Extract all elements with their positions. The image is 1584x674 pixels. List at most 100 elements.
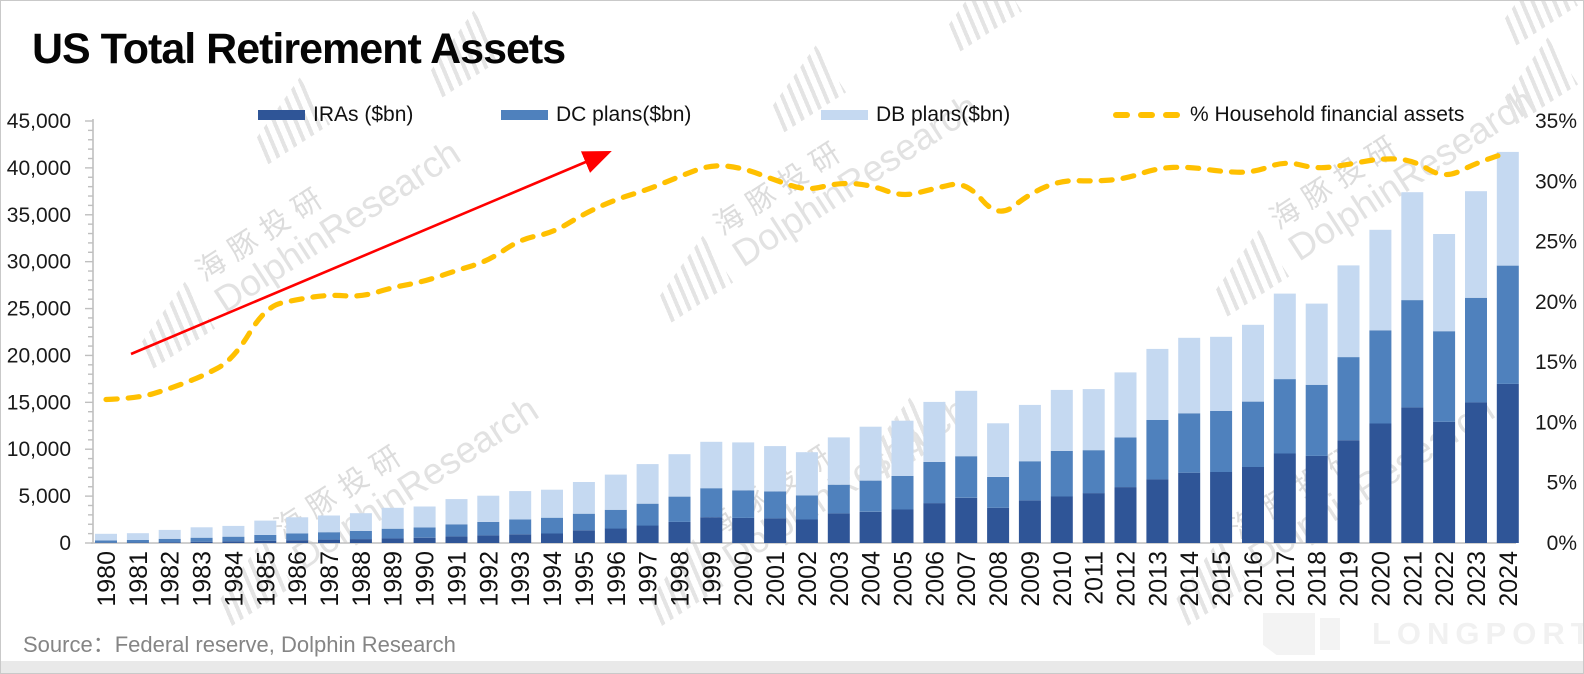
bar-segment-db <box>1082 389 1105 451</box>
x-axis-year-label: 2005 <box>890 551 918 607</box>
x-axis-year-label: 2019 <box>1336 551 1364 607</box>
y-axis-right-tick: 20% <box>1535 291 1577 314</box>
bar-segment-dc <box>636 503 659 526</box>
longport-logo: LONGPORT <box>1263 613 1583 655</box>
x-axis-year-label: 2023 <box>1463 551 1491 607</box>
bar-segment-ira <box>1082 493 1105 543</box>
legend-swatch-iras <box>258 110 305 120</box>
bar-segment-dc <box>1305 384 1328 456</box>
x-axis-year-label: 2011 <box>1081 551 1109 605</box>
bar-segment-dc <box>541 517 563 534</box>
bar-segment-ira <box>381 538 404 543</box>
bar-segment-ira <box>1018 500 1041 543</box>
legend-item-db-plans: DB plans($bn) <box>821 101 1010 129</box>
longport-logo-icon <box>1263 613 1315 655</box>
x-axis-year-label: 1984 <box>220 551 248 607</box>
y-axis-left-tick: 5,000 <box>18 485 71 508</box>
bar-segment-db <box>477 495 500 522</box>
bar-segment-dc <box>158 538 181 543</box>
bar-segment-dc <box>1178 413 1201 473</box>
y-axis-left-tick: 35,000 <box>7 204 71 227</box>
y-axis-left-labels: 0 5,000 10,000 15,000 20,000 25,000 30,000 35,0… <box>7 110 71 555</box>
bar-segment-db <box>604 474 627 510</box>
x-axis-year-label: 2024 <box>1495 551 1523 607</box>
bar-segment-dc <box>254 534 277 541</box>
x-axis-year-label: 1986 <box>284 551 312 607</box>
bar-segment-db <box>1401 192 1424 301</box>
bar-segment-dc <box>987 477 1010 508</box>
x-axis-year-label: 1992 <box>475 551 503 607</box>
x-axis-year-label: 2013 <box>1144 551 1172 607</box>
bar-segment-db <box>859 426 882 481</box>
bar-segment-dc <box>1496 265 1519 384</box>
y-axis-right-tick: 35% <box>1535 110 1577 133</box>
bar-segment-db <box>286 517 309 534</box>
x-axis-year-label: 2022 <box>1431 551 1459 607</box>
y-axis-left-tick: 0 <box>59 532 71 555</box>
bar-segment-db <box>1114 372 1137 438</box>
bar-segment-ira <box>1305 455 1328 543</box>
x-axis-year-label: 2003 <box>826 551 854 607</box>
legend-label-iras: IRAs ($bn) <box>313 103 414 126</box>
bar-segment-ira <box>572 530 595 543</box>
bar-segment-db <box>1146 348 1169 420</box>
bar-segment-ira <box>923 503 946 543</box>
bar-segment-dc <box>827 484 850 514</box>
bar-segment-ira <box>254 540 277 543</box>
x-axis-year-label: 1983 <box>189 551 217 607</box>
bar-segment-ira <box>700 517 723 543</box>
x-axis-year-label: 1997 <box>635 551 663 607</box>
bar-segment-ira <box>827 513 850 543</box>
bar-segment-ira <box>477 535 500 543</box>
bar-segment-db <box>1178 337 1201 414</box>
bar-segment-db <box>1369 229 1392 331</box>
bar-segment-ira <box>987 507 1010 543</box>
bar-segment-db <box>413 506 436 528</box>
legend-label-db-plans: DB plans($bn) <box>876 103 1011 126</box>
bar-segment-db <box>923 401 946 462</box>
bar-segment-dc <box>700 488 723 518</box>
bar-segment-db <box>795 452 818 496</box>
bar-segment-db <box>254 520 277 535</box>
y-axis-right-tick: 25% <box>1535 231 1577 254</box>
y-axis-right-tick: 10% <box>1535 411 1577 434</box>
bar-segment-ira <box>764 518 787 543</box>
x-axis-year-label: 1985 <box>252 551 280 607</box>
legend-dashed-line-icon <box>1113 112 1180 118</box>
source-note: Source：Federal reserve, Dolphin Research <box>23 632 456 657</box>
x-axis-year-label: 1981 <box>125 551 153 607</box>
bar-segment-db <box>222 525 245 537</box>
bar-segment-ira <box>445 536 468 543</box>
trend-arrow <box>130 150 612 356</box>
bar-segment-dc <box>1050 450 1073 497</box>
page-title: US Total Retirement Assets <box>32 25 566 73</box>
bar-segment-ira <box>1496 383 1519 543</box>
bar-segment-ira <box>1146 479 1169 543</box>
x-axis-year-label: 1996 <box>603 551 631 607</box>
bar-segment-db <box>1050 389 1073 451</box>
bar-segment-db <box>1242 324 1264 402</box>
bar-segment-dc <box>923 461 946 504</box>
bar-segment-ira <box>1369 423 1392 543</box>
bar-segment-dc <box>349 530 372 540</box>
bar-segment-dc <box>445 524 468 537</box>
bar-segment-ira <box>636 525 659 543</box>
bar-segment-ira <box>795 519 818 543</box>
bar-segment-dc <box>859 480 882 512</box>
x-axis-year-label: 2020 <box>1367 551 1395 607</box>
legend-label-household-pct: % Household financial assets <box>1190 103 1465 126</box>
y-axis-left-tick: 40,000 <box>7 157 71 180</box>
bar-segment-dc <box>318 532 340 540</box>
bar-segment-dc <box>604 509 627 529</box>
bar-segment-ira <box>158 542 181 543</box>
x-axis-year-label: 1999 <box>698 551 726 607</box>
bar-segment-db <box>987 423 1010 477</box>
bar-segment-dc <box>95 540 117 543</box>
bar-segment-db <box>1496 151 1519 266</box>
bar-segment-dc <box>1401 300 1424 408</box>
x-axis-year-label: 1988 <box>348 551 376 607</box>
x-axis-year-label: 1994 <box>539 551 567 607</box>
bar-segment-db <box>764 446 787 492</box>
x-axis-year-label: 1990 <box>412 551 440 607</box>
